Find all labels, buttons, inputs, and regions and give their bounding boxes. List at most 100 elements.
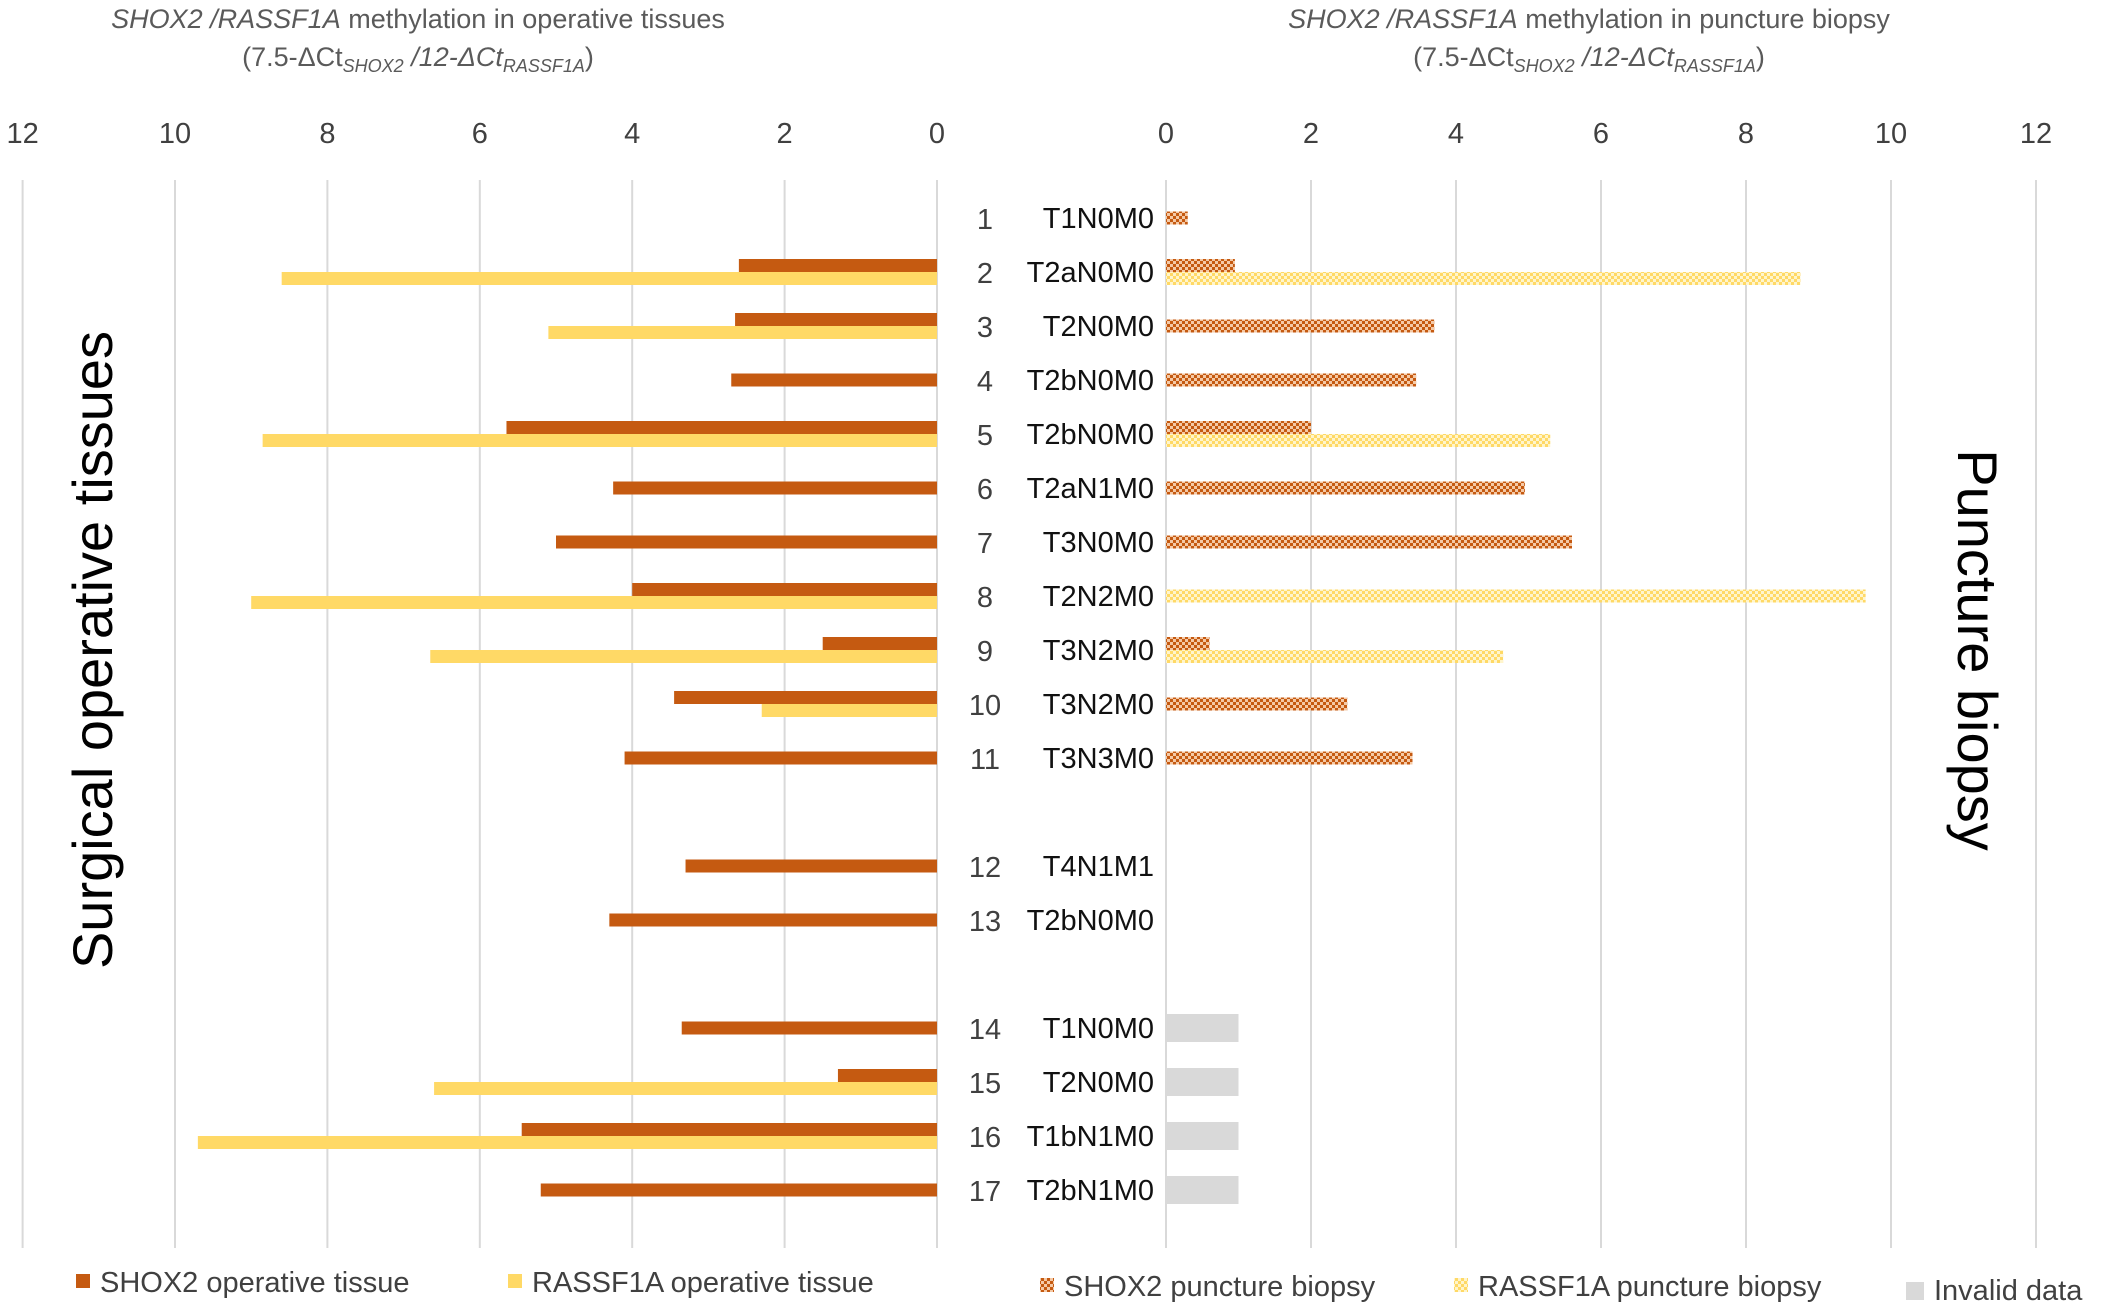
right-side-label: Puncture biopsy <box>1946 449 2009 851</box>
right-formula-close: ) <box>1756 42 1765 72</box>
case-number-7: 7 <box>977 528 993 560</box>
bar-rassf1a-operative-9 <box>430 650 937 663</box>
bar-shox2-biopsy-4 <box>1166 373 1417 387</box>
case-stage-15: T2N0M0 <box>1043 1067 1154 1099</box>
case-stage-4: T2bN0M0 <box>1027 365 1154 397</box>
case-number-12: 12 <box>969 852 1001 884</box>
left-title-gene1: SHOX2 <box>111 4 203 34</box>
bar-rassf1a-operative-5 <box>262 434 937 447</box>
case-stage-7: T3N0M0 <box>1043 527 1154 559</box>
bar-shox2-operative-5 <box>506 421 937 434</box>
case-number-14: 14 <box>969 1014 1001 1046</box>
bar-rassf1a-operative-2 <box>281 272 937 285</box>
right-formula: (7.5-ΔCtSHOX2 /12-ΔCtRASSF1A) <box>1413 42 1765 76</box>
case-number-1: 1 <box>977 204 993 236</box>
bar-shox2-biopsy-7 <box>1166 535 1572 549</box>
case-number-11: 11 <box>970 744 1000 776</box>
bar-shox2-operative-11 <box>624 751 937 765</box>
left-tick-6: 6 <box>472 118 488 150</box>
bar-shox2-operative-3 <box>735 313 937 326</box>
bar-rassf1a-operative-15 <box>434 1082 937 1095</box>
bar-shox2-operative-7 <box>556 535 937 549</box>
bar-shox2-operative-9 <box>822 637 937 650</box>
bar-shox2-operative-13 <box>609 913 937 927</box>
left-title: SHOX2 /RASSF1A methylation in operative … <box>111 4 725 34</box>
case-number-17: 17 <box>969 1176 1001 1208</box>
bar-rassf1a-biopsy-8 <box>1166 589 1866 603</box>
legend-label-invalid: Invalid data <box>1934 1275 2083 1307</box>
right-title-rest: methylation in puncture biopsy <box>1518 4 1891 34</box>
left-formula: (7.5-ΔCtSHOX2 /12-ΔCtRASSF1A) <box>242 42 594 76</box>
bar-rassf1a-operative-16 <box>197 1136 938 1149</box>
case-stage-9: T3N2M0 <box>1043 635 1154 667</box>
case-number-3: 3 <box>977 312 993 344</box>
case-stage-16: T1bN1M0 <box>1027 1121 1154 1153</box>
legend: SHOX2 operative tissue RASSF1A operative … <box>76 1267 2083 1307</box>
label-layer: 1 T1N0M0 2 T2aN0M0 3 T2N0M0 4 T2bN0M0 5 T2bN0M0 6 T… <box>969 203 1154 1208</box>
right-tick-0: 0 <box>1158 118 1174 150</box>
left-formula-open: (7.5-ΔCt <box>242 42 343 72</box>
case-stage-5: T2bN0M0 <box>1027 419 1154 451</box>
left-title-rest: methylation in operative tissues <box>341 4 725 34</box>
bar-rassf1a-operative-10 <box>761 704 937 717</box>
left-formula-close: ) <box>585 42 594 72</box>
bar-shox2-operative-4 <box>731 373 937 387</box>
case-stage-6: T2aN1M0 <box>1027 473 1154 505</box>
bar-shox2-operative-17 <box>540 1183 937 1197</box>
legend-swatch-rassf1a_op <box>508 1274 522 1288</box>
bar-shox2-operative-14 <box>681 1021 937 1035</box>
case-number-13: 13 <box>969 906 1001 938</box>
legend-swatch-shox2_bx <box>1040 1278 1054 1292</box>
left-title-gene2: RASSF1A <box>218 4 341 34</box>
case-stage-8: T2N2M0 <box>1043 581 1154 613</box>
bar-shox2-biopsy-1 <box>1166 211 1188 225</box>
right-tick-6: 6 <box>1593 118 1609 150</box>
bar-rassf1a-biopsy-2 <box>1166 272 1801 285</box>
right-title: SHOX2 /RASSF1A methylation in puncture b… <box>1288 4 1890 34</box>
case-number-2: 2 <box>977 258 993 290</box>
case-stage-10: T3N2M0 <box>1043 689 1154 721</box>
right-formula-sub1: SHOX2 <box>1514 56 1575 76</box>
case-number-9: 9 <box>977 636 993 668</box>
right-title-sep: / <box>1380 4 1398 34</box>
bar-rassf1a-biopsy-9 <box>1166 650 1504 663</box>
case-stage-11: T3N3M0 <box>1043 743 1154 775</box>
bar-shox2-biopsy-2 <box>1166 259 1235 272</box>
case-number-5: 5 <box>977 420 993 452</box>
left-formula-mid: / <box>404 42 422 72</box>
left-formula-mid2: 12-ΔCt <box>419 42 505 72</box>
case-number-10: 10 <box>969 690 1001 722</box>
bar-shox2-operative-10 <box>674 691 937 704</box>
right-formula-mid: / <box>1575 42 1593 72</box>
right-tick-4: 4 <box>1448 118 1464 150</box>
case-stage-13: T2bN0M0 <box>1027 905 1154 937</box>
bar-shox2-biopsy-5 <box>1166 421 1311 434</box>
tick-layer: 12 10 8 6 4 2 0 0 2 4 6 8 10 12 <box>6 118 2052 150</box>
grid-layer <box>21 180 2037 1248</box>
legend-label-shox2_bx: SHOX2 puncture biopsy <box>1064 1271 1376 1303</box>
bar-invalid-16 <box>1166 1122 1239 1150</box>
bar-shox2-biopsy-11 <box>1166 751 1413 765</box>
left-title-sep: / <box>203 4 221 34</box>
left-tick-10: 10 <box>159 118 191 150</box>
case-stage-3: T2N0M0 <box>1043 311 1154 343</box>
case-number-8: 8 <box>977 582 993 614</box>
bar-shox2-biopsy-10 <box>1166 697 1348 711</box>
case-stage-17: T2bN1M0 <box>1027 1175 1154 1207</box>
left-formula-sub1: SHOX2 <box>343 56 404 76</box>
bar-shox2-operative-8 <box>632 583 937 596</box>
bar-shox2-operative-12 <box>685 859 937 873</box>
right-tick-2: 2 <box>1303 118 1319 150</box>
bar-shox2-biopsy-3 <box>1166 319 1435 333</box>
right-formula-open: (7.5-ΔCt <box>1413 42 1514 72</box>
left-tick-2: 2 <box>777 118 793 150</box>
right-title-gene2: RASSF1A <box>1395 4 1518 34</box>
bar-invalid-17 <box>1166 1176 1239 1204</box>
left-tick-8: 8 <box>319 118 335 150</box>
bar-shox2-operative-6 <box>613 481 937 495</box>
case-number-6: 6 <box>977 474 993 506</box>
bar-shox2-operative-2 <box>738 259 937 272</box>
left-formula-sub2: RASSF1A <box>503 56 585 76</box>
left-tick-12: 12 <box>6 118 38 150</box>
